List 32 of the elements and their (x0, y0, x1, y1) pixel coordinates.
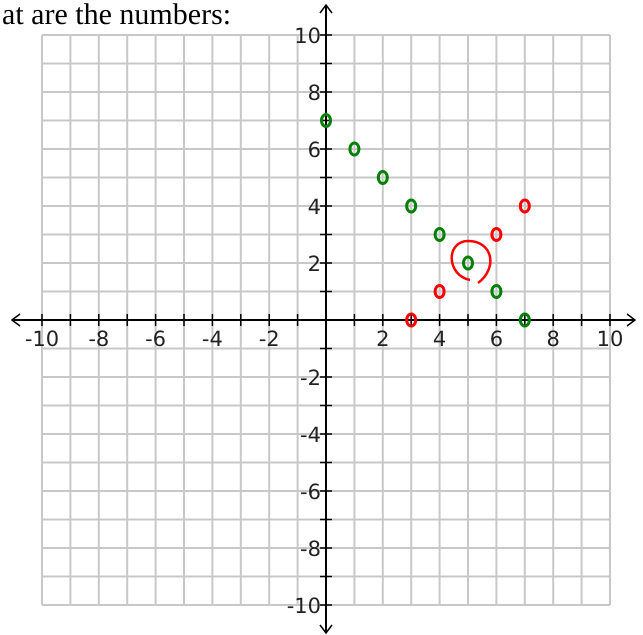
point (518, 312, 531, 328)
point (376, 170, 389, 185)
point (490, 227, 502, 242)
y-tick-label: -6 (300, 480, 321, 504)
x-tick-label: 10 (596, 327, 624, 351)
x-tick-label: -4 (202, 327, 223, 351)
y-tick-label: -2 (300, 366, 321, 390)
y-tick-label: 10 (294, 24, 321, 48)
point (348, 142, 360, 156)
y-tick-label: 2 (308, 252, 321, 276)
y-tick-label: 8 (308, 81, 321, 105)
point (405, 198, 418, 214)
chart-title: at are the numbers: (2, 0, 232, 31)
x-tick-label: 4 (432, 327, 446, 351)
x-tick-label: -10 (24, 327, 60, 351)
point (518, 198, 531, 214)
point (434, 227, 446, 242)
y-tick-label: 4 (308, 195, 321, 219)
y-tick-label: -4 (300, 423, 321, 447)
x-tick-label: 6 (490, 327, 504, 351)
point (405, 312, 418, 328)
point (490, 284, 502, 299)
y-tick-label: 6 (308, 138, 321, 162)
point (320, 113, 332, 128)
x-tick-label: -2 (258, 327, 280, 351)
x-tick-label: 2 (376, 327, 390, 351)
point (434, 284, 446, 299)
x-tick-label: -8 (88, 327, 110, 351)
y-tick-label: -10 (286, 594, 321, 618)
y-tick-label: -8 (300, 537, 321, 561)
x-tick-label: -6 (145, 327, 166, 351)
x-tick-label: 8 (546, 327, 560, 351)
